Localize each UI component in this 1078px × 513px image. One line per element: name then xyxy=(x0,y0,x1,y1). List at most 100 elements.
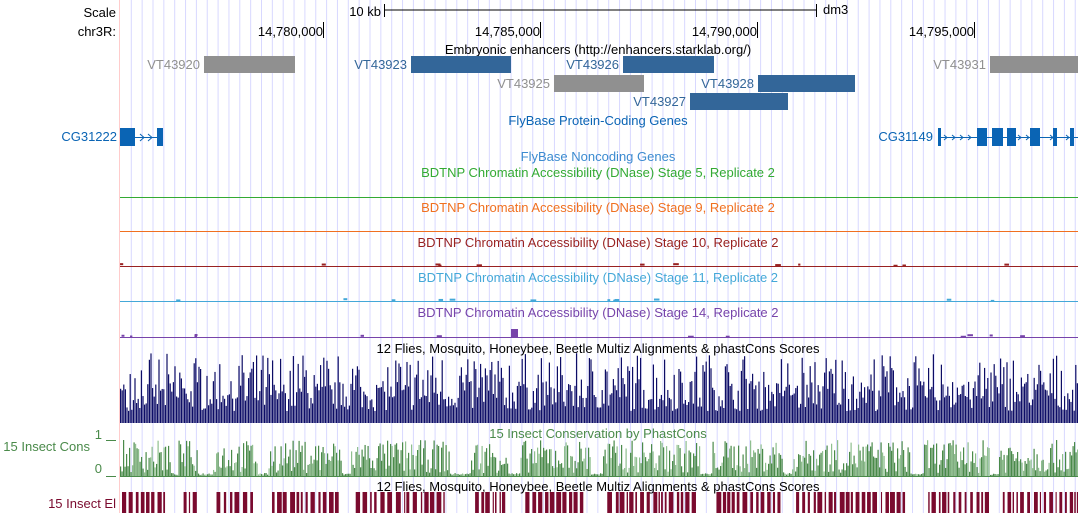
conserved-element xyxy=(406,492,410,513)
cons-bar xyxy=(927,440,929,476)
cons-bar xyxy=(637,472,639,476)
cons-bar xyxy=(264,473,266,476)
cons-bar xyxy=(325,463,327,476)
scale-bar xyxy=(384,4,817,17)
multiz-bar xyxy=(539,410,541,423)
cons-bar xyxy=(826,445,828,476)
multiz-bar xyxy=(609,394,611,423)
conserved-element xyxy=(813,492,816,513)
multiz-bar xyxy=(984,367,986,423)
cons-bar xyxy=(165,446,167,476)
cons-track-title[interactable]: 15 Insect Conservation by PhastCons xyxy=(489,426,707,441)
conserved-element xyxy=(556,492,562,513)
coding-genes-track[interactable] xyxy=(120,128,1078,146)
multiz-bar xyxy=(827,388,829,423)
dnase-stage5-title[interactable]: BDTNP Chromatin Accessibility (DNase) St… xyxy=(421,165,775,180)
conserved-element xyxy=(834,492,837,513)
cons-bar xyxy=(1041,460,1043,476)
multiz-bar xyxy=(132,400,134,423)
dnase-stage14-title[interactable]: BDTNP Chromatin Accessibility (DNase) St… xyxy=(417,305,778,320)
conserved-elements[interactable] xyxy=(122,492,1078,513)
cons-bar xyxy=(619,463,621,476)
multiz-bar xyxy=(897,401,899,423)
conserved-element xyxy=(1002,492,1005,513)
enhancers-track[interactable]: VT43920 VT43923 VT43926 VT43925 VT43928 VT439… xyxy=(147,56,1078,110)
elements-track-title[interactable]: 12 Flies, Mosquito, Honeybee, Beetle Mul… xyxy=(377,479,820,494)
multiz-bar xyxy=(1056,355,1058,423)
cons-bar xyxy=(267,474,269,476)
multiz-bar xyxy=(700,406,702,423)
dnase-stage10-title[interactable]: BDTNP Chromatin Accessibility (DNase) St… xyxy=(417,235,778,250)
cons-bar xyxy=(444,471,446,476)
cons-bar xyxy=(472,469,474,476)
multiz-bar xyxy=(315,386,317,423)
multiz-conservation-bars[interactable] xyxy=(120,353,1078,423)
cons-bar xyxy=(567,445,569,476)
cons-bar xyxy=(1051,443,1053,476)
coding-genes-track-title[interactable]: FlyBase Protein-Coding Genes xyxy=(508,113,688,128)
cons-bar xyxy=(277,470,279,476)
multiz-bar xyxy=(729,385,731,423)
gene-label-cg31149[interactable]: CG31149 xyxy=(878,129,933,144)
cons-bar xyxy=(664,469,666,476)
cons-bar xyxy=(627,472,629,476)
multiz-bar xyxy=(451,398,453,423)
dnase-peak xyxy=(438,264,442,267)
cons-bar xyxy=(295,450,297,476)
dnase-stage11-title[interactable]: BDTNP Chromatin Accessibility (DNase) St… xyxy=(418,270,778,285)
multiz-bar xyxy=(430,375,432,423)
multiz-bar xyxy=(628,370,630,423)
multiz-bar xyxy=(945,395,947,423)
multiz-bar xyxy=(878,390,880,423)
cons-side-label[interactable]: 15 Insect Cons xyxy=(3,439,90,454)
cons-bar xyxy=(870,446,872,476)
cons-bar xyxy=(912,474,914,476)
cons-bar xyxy=(510,474,512,476)
multiz-track-title[interactable]: 12 Flies, Mosquito, Honeybee, Beetle Mul… xyxy=(377,341,820,356)
cons-bar xyxy=(1047,469,1049,476)
phastcons-bars[interactable] xyxy=(120,440,1078,477)
conserved-element xyxy=(122,492,127,513)
cons-bar xyxy=(711,473,713,476)
multiz-bar xyxy=(988,407,990,423)
cons-bar xyxy=(522,445,524,476)
multiz-bar xyxy=(204,408,206,423)
multiz-bar xyxy=(868,389,870,423)
multiz-bar xyxy=(864,387,866,423)
cons-bar xyxy=(999,457,1001,476)
cons-bar xyxy=(625,448,627,476)
dnase-peak xyxy=(360,334,364,337)
multiz-bar xyxy=(1028,402,1030,423)
cons-bar xyxy=(412,454,414,476)
multiz-bar xyxy=(468,381,470,423)
elements-side-label[interactable]: 15 Insect El xyxy=(48,496,116,511)
multiz-bar xyxy=(294,405,296,423)
dnase-signal-tracks[interactable] xyxy=(120,197,1078,338)
multiz-bar xyxy=(840,404,842,423)
multiz-bar xyxy=(358,369,360,423)
cons-bar xyxy=(699,446,701,476)
multiz-bar xyxy=(390,386,392,423)
conserved-element xyxy=(296,492,300,513)
cons-bar xyxy=(229,466,231,476)
cons-bar xyxy=(673,454,675,476)
multiz-bar xyxy=(969,399,971,423)
conserved-element xyxy=(532,492,537,513)
conserved-element xyxy=(1027,492,1031,513)
multiz-bar xyxy=(488,390,490,423)
gene-label-cg31222[interactable]: CG31222 xyxy=(61,129,117,144)
cons-bar xyxy=(1072,446,1074,476)
noncoding-genes-track-title[interactable]: FlyBase Noncoding Genes xyxy=(521,149,676,164)
conserved-element xyxy=(1039,492,1042,513)
conserved-element xyxy=(760,492,765,513)
multiz-bar xyxy=(1070,401,1072,423)
conserved-element xyxy=(1076,492,1078,513)
conserved-element xyxy=(676,492,680,513)
dnase-stage9-title[interactable]: BDTNP Chromatin Accessibility (DNase) St… xyxy=(421,200,775,215)
cons-bar xyxy=(591,474,593,476)
enhancers-track-title[interactable]: Embryonic enhancers (http://enhancers.st… xyxy=(445,42,751,57)
cons-bar xyxy=(499,460,501,476)
cons-bar xyxy=(682,472,684,476)
cons-bar xyxy=(183,453,185,476)
